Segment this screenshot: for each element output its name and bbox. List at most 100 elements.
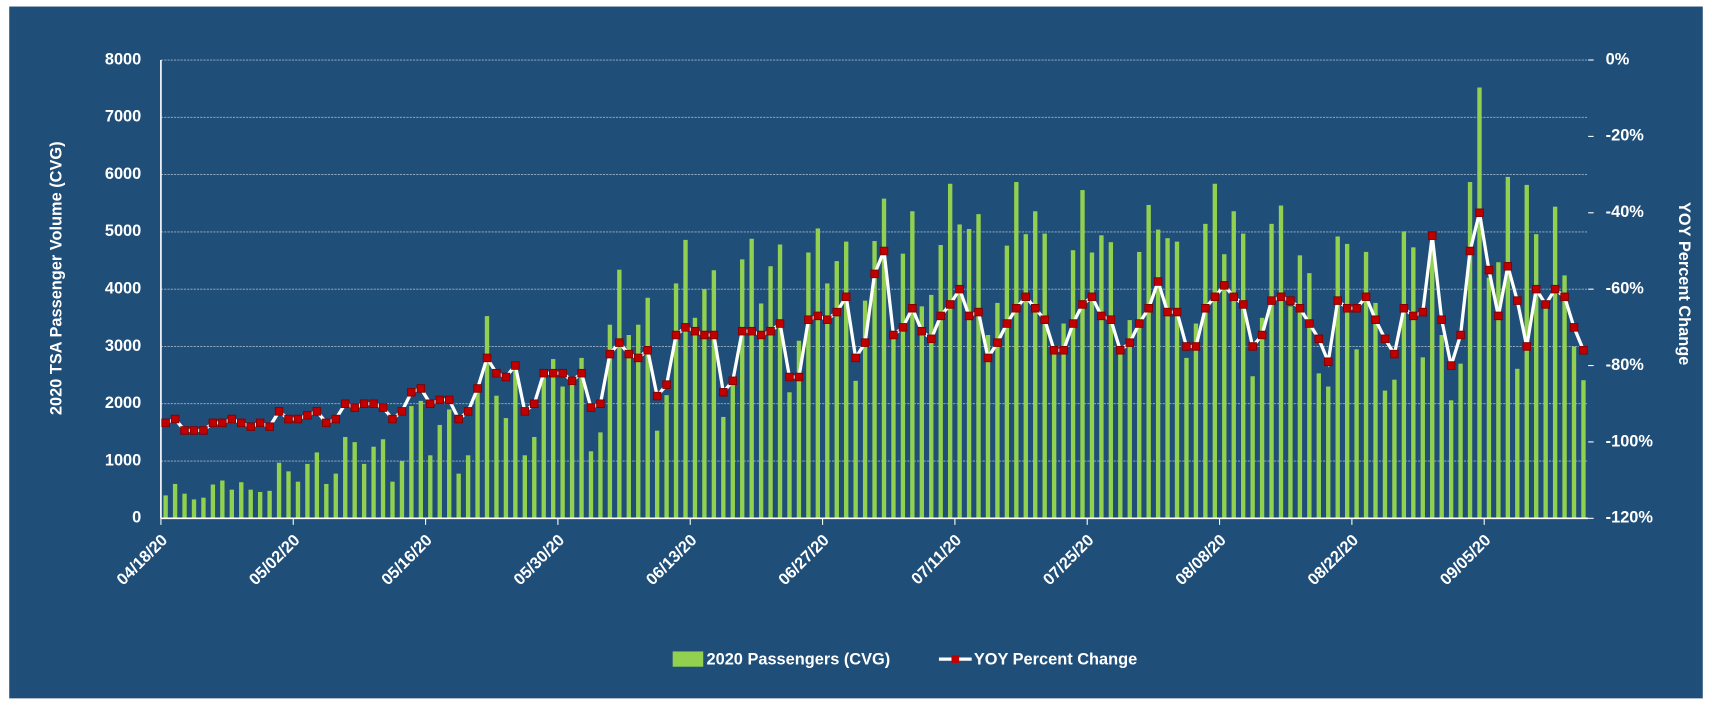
marker: [199, 426, 208, 435]
bar: [1467, 182, 1473, 519]
marker: [1295, 304, 1305, 313]
bar: [1193, 323, 1199, 519]
marker: [312, 407, 322, 416]
marker: [444, 395, 454, 405]
y-tick-label: 7000: [105, 108, 141, 126]
bar: [1335, 236, 1340, 519]
bar: [740, 259, 745, 519]
y2-axis-title: YOY Percent Change: [1675, 202, 1693, 365]
bar: [1155, 229, 1161, 519]
bar: [1297, 255, 1303, 519]
bar: [560, 386, 565, 519]
marker: [832, 307, 841, 317]
bar: [1231, 211, 1236, 519]
bar: [1241, 233, 1246, 519]
marker: [1494, 311, 1503, 321]
marker: [1049, 346, 1059, 355]
marker: [766, 326, 775, 336]
bar: [475, 392, 480, 519]
bar: [163, 495, 168, 519]
bar: [494, 395, 499, 519]
marker: [681, 323, 690, 332]
bar: [730, 380, 735, 519]
marker: [1040, 315, 1049, 324]
marker: [1163, 307, 1172, 317]
bar: [796, 340, 802, 519]
marker: [1191, 342, 1201, 351]
marker: [511, 361, 520, 370]
y-tick-label: 4000: [105, 279, 141, 297]
marker: [1002, 319, 1012, 328]
marker: [416, 384, 426, 393]
bar: [947, 183, 953, 519]
marker: [615, 338, 624, 347]
marker: [1248, 342, 1257, 351]
marker: [1201, 304, 1210, 313]
bar: [1061, 323, 1066, 519]
bar: [607, 324, 613, 519]
marker: [945, 300, 955, 309]
bar: [985, 334, 991, 519]
y-tick-label: 0: [132, 509, 141, 527]
marker: [785, 372, 794, 382]
marker: [794, 372, 804, 382]
bar: [465, 455, 471, 519]
bar: [1033, 211, 1038, 519]
bar: [758, 303, 764, 519]
bar: [305, 463, 310, 519]
marker: [1097, 311, 1106, 321]
marker: [1153, 277, 1163, 286]
bar: [1496, 262, 1501, 519]
bar: [399, 461, 405, 519]
bar: [711, 270, 717, 519]
marker: [851, 353, 860, 363]
bar: [919, 306, 924, 519]
marker: [974, 307, 983, 317]
bar: [588, 451, 594, 519]
bar: [1250, 376, 1255, 519]
bar: [692, 317, 698, 519]
marker: [1087, 292, 1097, 302]
bar: [1127, 320, 1132, 519]
marker: [756, 330, 766, 340]
marker: [359, 399, 369, 408]
bar: [806, 252, 811, 519]
bar: [257, 491, 263, 519]
marker: [1144, 304, 1153, 313]
bar: [361, 463, 367, 519]
bar: [210, 484, 216, 519]
marker: [1579, 346, 1588, 355]
marker: [1550, 284, 1560, 294]
bar: [749, 238, 754, 519]
marker: [322, 418, 331, 428]
bar: [172, 483, 178, 519]
marker: [747, 326, 756, 336]
marker: [1531, 284, 1541, 294]
bar: [645, 297, 650, 519]
bar: [1165, 238, 1170, 519]
marker: [586, 403, 596, 412]
bar: [1382, 390, 1388, 519]
bar: [1363, 251, 1369, 519]
bar: [1070, 250, 1076, 519]
bar: [1288, 306, 1293, 519]
marker: [567, 376, 577, 386]
marker: [1257, 330, 1267, 340]
marker: [227, 414, 237, 424]
bar: [1543, 306, 1548, 519]
bar: [352, 442, 357, 519]
bar: [1354, 349, 1359, 519]
marker: [1125, 338, 1135, 347]
marker: [709, 330, 719, 340]
bar: [768, 266, 773, 519]
marker: [662, 380, 671, 389]
bar: [1222, 254, 1227, 519]
bar: [484, 316, 490, 519]
y2-tick-label: -40%: [1606, 203, 1645, 221]
marker: [539, 368, 548, 378]
marker: [870, 269, 879, 279]
bar: [1051, 346, 1057, 519]
marker: [1475, 208, 1484, 218]
marker: [804, 315, 813, 324]
